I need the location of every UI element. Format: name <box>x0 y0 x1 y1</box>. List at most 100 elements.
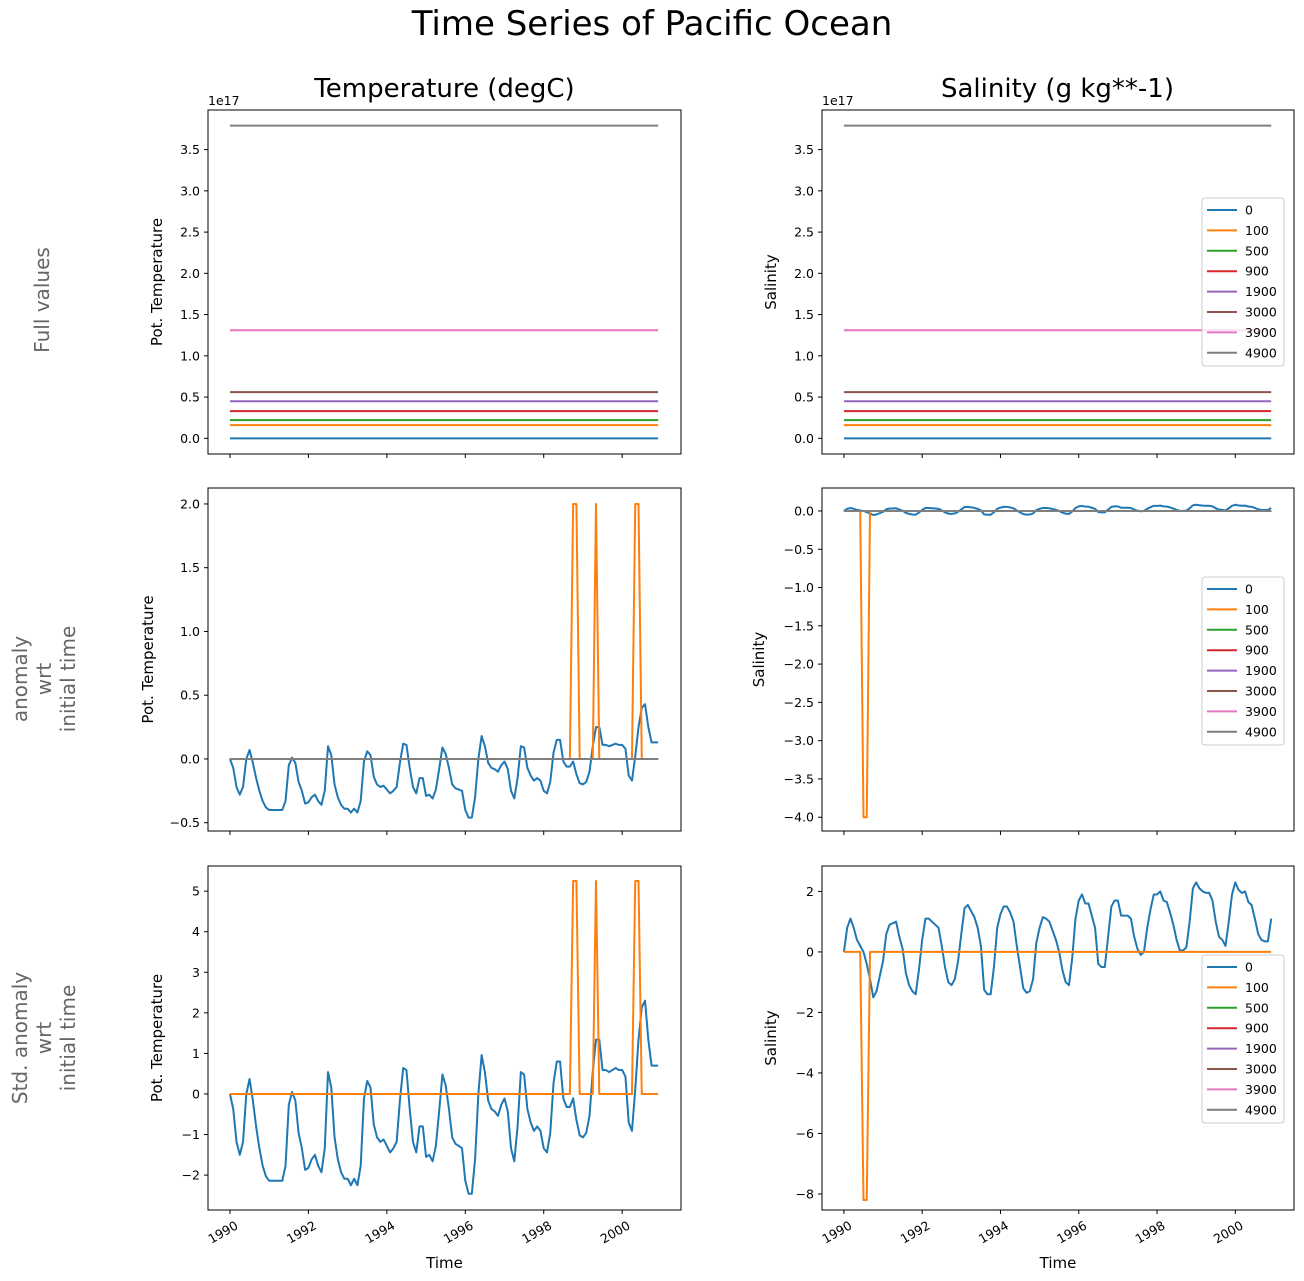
y-tick-label: 0.0 <box>180 431 200 446</box>
y-tick-label: 1 <box>192 1046 200 1061</box>
y-tick-label: −3.0 <box>784 733 814 748</box>
legend-label: 3900 <box>1245 1082 1277 1097</box>
y-offset-text: 1e17 <box>822 93 854 108</box>
legend-label: 500 <box>1245 1000 1269 1015</box>
y-tick-label: 0.0 <box>180 751 200 766</box>
x-tick-label: 1996 <box>441 1218 476 1247</box>
series-line-0 <box>229 703 659 819</box>
legend-label: 0 <box>1245 960 1253 975</box>
figure-title: Time Series of Pacific Ocean <box>411 4 893 44</box>
y-tick-label: −4.0 <box>784 810 814 825</box>
y-tick-label: 1.5 <box>180 307 200 322</box>
legend: 0 100 500 900 1900 3000 3900 4900 <box>1201 954 1285 1124</box>
y-tick-label: 2 <box>806 884 814 899</box>
x-tick-label: 1990 <box>205 1218 240 1247</box>
x-tick-label: 1996 <box>1054 1218 1089 1247</box>
axes-frame <box>821 865 1295 1211</box>
y-tick-label: 3 <box>192 965 200 980</box>
subplot-2-1: −8 −6 −4 −2 0 2 1990 1992 1994 1996 1998 2000 Salini… <box>762 865 1295 1272</box>
x-tick-label: 1990 <box>819 1218 854 1247</box>
legend-label: 3900 <box>1245 704 1277 719</box>
y-tick-label: 1.5 <box>794 307 814 322</box>
y-tick-label: 0 <box>192 1086 200 1101</box>
y-tick-label: −2.0 <box>784 657 814 672</box>
y-tick-label: 0 <box>806 944 814 959</box>
y-tick-label: 0.0 <box>794 431 814 446</box>
series-lines <box>842 881 1273 1202</box>
legend-label: 500 <box>1245 243 1269 258</box>
column-title-temperature: Temperature (degC) <box>314 74 575 104</box>
y-tick-label: 0.5 <box>180 390 200 405</box>
y-tick-label: −0.5 <box>170 815 200 830</box>
legend-label: 3000 <box>1245 305 1277 320</box>
x-tick-label: 1994 <box>362 1218 397 1247</box>
y-tick-label: −1.0 <box>784 580 814 595</box>
y-tick-label: 2.0 <box>180 496 200 511</box>
y-tick-label: −2 <box>182 1168 200 1183</box>
legend-label: 100 <box>1245 980 1269 995</box>
axes-frame <box>821 487 1295 832</box>
y-tick-label: 3.0 <box>180 183 200 198</box>
subplot-0-0: 0.0 0.5 1.0 1.5 2.0 2.5 3.0 3.5 1e17 Pot. Tempera… <box>148 93 682 458</box>
legend-label: 3900 <box>1245 325 1277 340</box>
column-title-salinity: Salinity (g kg**-1) <box>941 74 1174 104</box>
y-tick-label: 5 <box>192 884 200 899</box>
legend-label: 900 <box>1245 643 1269 658</box>
subplot-1-1: −4.0 −3.5 −3.0 −2.5 −2.0 −1.5 −1.0 −0.5 0.0 Salin… <box>750 487 1295 835</box>
axes-frame <box>207 487 682 832</box>
legend-label: 3000 <box>1245 1062 1277 1077</box>
legend-label: 900 <box>1245 1021 1269 1036</box>
legend-label: 3000 <box>1245 684 1277 699</box>
y-tick-label: −2.5 <box>784 695 814 710</box>
legend-label: 4900 <box>1245 724 1277 739</box>
legend-label: 1900 <box>1245 663 1277 678</box>
legend-box <box>1201 954 1285 1124</box>
y-tick-label: 2.0 <box>794 266 814 281</box>
y-axis-label: Salinity <box>750 632 768 688</box>
x-axis-label: Time <box>425 1254 463 1272</box>
x-tick-label: 2000 <box>598 1218 633 1247</box>
subplot-2-0: −2 −1 0 1 2 3 4 5 1990 1992 1994 1996 1998 2000 Pot. T… <box>148 865 682 1272</box>
series-line-100 <box>229 502 659 760</box>
y-tick-label: −8 <box>796 1186 814 1201</box>
y-tick-label: −0.5 <box>784 542 814 557</box>
legend: 0 100 500 900 1900 3000 3900 4900 <box>1201 197 1285 367</box>
y-tick-label: 2.0 <box>180 266 200 281</box>
y-tick-label: 1.0 <box>794 348 814 363</box>
subplot-0-1: 0.0 0.5 1.0 1.5 2.0 2.5 3.0 3.5 1e17 Salinity 0 100… <box>762 93 1295 458</box>
x-tick-label: 1992 <box>284 1218 319 1247</box>
y-tick-label: 0.5 <box>180 688 200 703</box>
y-offset-text: 1e17 <box>208 93 240 108</box>
series-lines <box>228 880 659 1195</box>
y-axis-label: Salinity <box>762 254 780 310</box>
y-tick-label: 1.5 <box>180 560 200 575</box>
legend-label: 4900 <box>1245 1102 1277 1117</box>
series-lines <box>229 124 659 440</box>
series-line-100 <box>229 880 659 1095</box>
x-tick-label: 1994 <box>976 1218 1011 1247</box>
series-lines <box>843 503 1272 819</box>
y-tick-label: 3.5 <box>794 142 814 157</box>
x-tick-label: 1992 <box>898 1218 933 1247</box>
axes-frame <box>821 109 1295 455</box>
y-tick-label: 4 <box>192 924 200 939</box>
y-tick-label: −1.5 <box>784 618 814 633</box>
y-axis-label: Pot. Temperature <box>148 974 166 1102</box>
series-lines <box>229 502 659 819</box>
legend: 0 100 500 900 1900 3000 3900 4900 <box>1201 576 1285 746</box>
legend-box <box>1201 197 1285 367</box>
legend-label: 900 <box>1245 264 1269 279</box>
subplot-1-0: −0.5 0.0 0.5 1.0 1.5 2.0 Pot. Temperature <box>139 487 682 835</box>
series-line-0 <box>842 881 1273 999</box>
y-axis-label: Pot. Temperature <box>148 218 166 346</box>
legend-label: 0 <box>1245 203 1253 218</box>
y-tick-label: 2.5 <box>794 225 814 240</box>
legend-label: 1900 <box>1245 284 1277 299</box>
legend-label: 100 <box>1245 602 1269 617</box>
y-tick-label: 1.0 <box>180 348 200 363</box>
axes-frame <box>207 109 682 455</box>
y-tick-label: 3.0 <box>794 183 814 198</box>
y-axis-label: Salinity <box>762 1010 780 1066</box>
axes-frame <box>207 865 682 1211</box>
